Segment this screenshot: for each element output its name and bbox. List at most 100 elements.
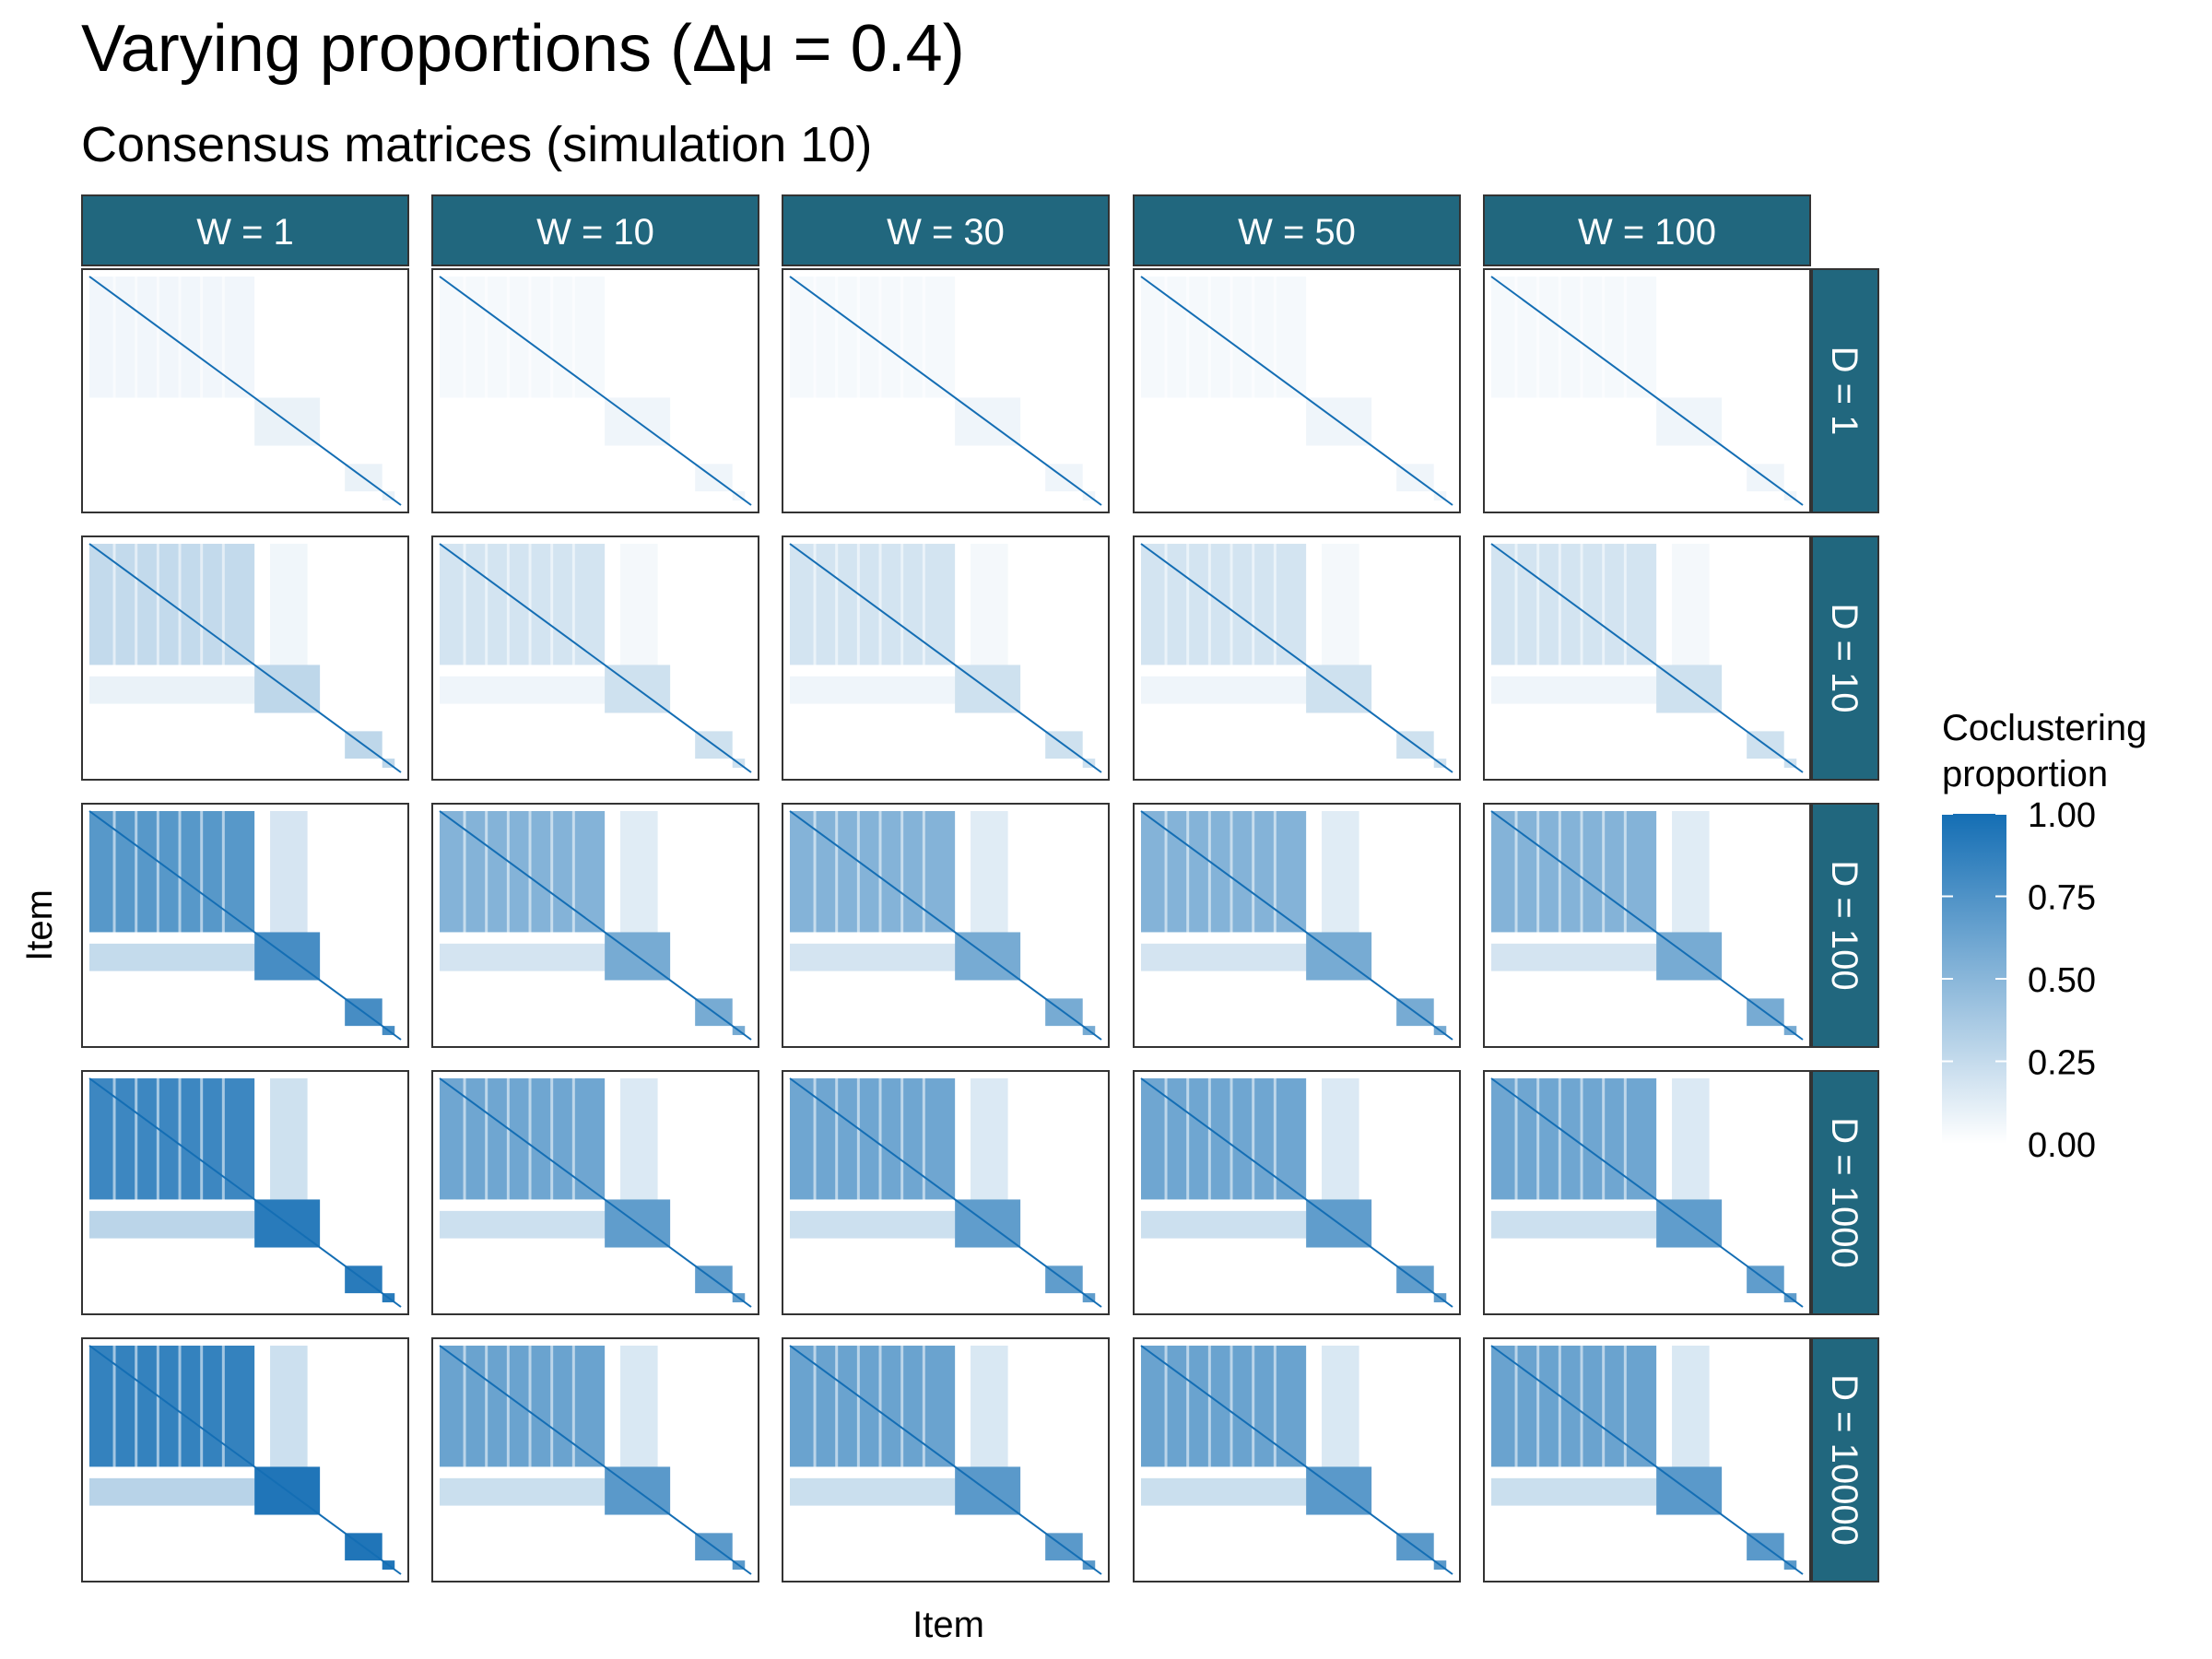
legend-tick-label: 0.50 <box>2028 961 2096 1000</box>
legend-title: Coclustering <box>1942 708 2147 748</box>
diagonal-line <box>789 810 1102 1041</box>
heatmap-panel <box>81 803 409 1048</box>
off-diagonal-block <box>790 943 956 971</box>
heatmap-panel <box>782 535 1110 781</box>
off-diagonal-block <box>440 1210 606 1239</box>
panel-border <box>81 1337 409 1583</box>
panel-border <box>1133 268 1461 513</box>
diagonal-line <box>1140 276 1453 506</box>
diagonal-line <box>1490 1345 1804 1575</box>
off-diagonal-block <box>1141 676 1307 704</box>
heatmap-panel <box>1133 535 1461 781</box>
panel-border <box>782 1337 1110 1583</box>
off-diagonal-block <box>440 943 606 971</box>
off-diagonal-block <box>1672 1346 1710 1467</box>
chart-subtitle: Consensus matrices (simulation 10) <box>81 117 873 172</box>
heatmap-panel <box>782 803 1110 1048</box>
off-diagonal-block <box>1672 811 1710 933</box>
off-diagonal-block <box>1491 676 1657 704</box>
diagonal-line <box>789 1345 1102 1575</box>
legend-tick-label: 0.00 <box>2028 1126 2096 1165</box>
diagonal-line <box>439 543 752 773</box>
row-strip <box>1811 1337 1879 1583</box>
panel-border <box>1483 1337 1811 1583</box>
heatmap-panel <box>782 1337 1110 1583</box>
panel-border <box>1133 535 1461 781</box>
column-strip <box>1133 194 1461 266</box>
diagonal-line <box>789 543 1102 773</box>
column-strip <box>782 194 1110 266</box>
heatmap-panel <box>1133 1070 1461 1315</box>
heatmap-panel <box>782 1070 1110 1315</box>
off-diagonal-block <box>1322 1078 1359 1200</box>
off-diagonal-block <box>971 1346 1008 1467</box>
heatmap-panel <box>431 1337 759 1583</box>
legend-tick-label: 0.25 <box>2028 1044 2096 1083</box>
diagonal-line <box>88 1345 402 1575</box>
column-strip <box>81 194 409 266</box>
off-diagonal-block <box>1322 811 1359 933</box>
row-strip <box>1811 1070 1879 1315</box>
panel-border <box>81 535 409 781</box>
off-diagonal-block <box>89 943 255 971</box>
legend-tick-label: 1.00 <box>2028 796 2096 835</box>
off-diagonal-block <box>620 1346 658 1467</box>
off-diagonal-block <box>971 544 1008 665</box>
heatmap-panel <box>1483 803 1811 1048</box>
off-diagonal-block <box>270 811 308 933</box>
chart-title: Varying proportions (Δμ = 0.4) <box>81 12 965 86</box>
panel-border <box>431 535 759 781</box>
diagonal-line <box>439 276 752 506</box>
heatmap-panel <box>1483 535 1811 781</box>
column-strip <box>431 194 759 266</box>
heatmap-panel <box>1133 1337 1461 1583</box>
panel-border <box>81 1070 409 1315</box>
panel-border <box>782 1070 1110 1315</box>
off-diagonal-block <box>790 1210 956 1239</box>
panel-border <box>1133 1070 1461 1315</box>
diagonal-line <box>88 543 402 773</box>
row-strip <box>1811 535 1879 781</box>
heatmap-panel <box>1133 268 1461 513</box>
heatmap-panel <box>1133 803 1461 1048</box>
diagonal-line <box>1140 543 1453 773</box>
off-diagonal-block <box>1322 1346 1359 1467</box>
diagonal-line <box>88 276 402 506</box>
heatmap-panel <box>782 268 1110 513</box>
diagonal-line <box>789 1077 1102 1308</box>
diagonal-line <box>88 810 402 1041</box>
legend-tick-label: 0.75 <box>2028 879 2096 918</box>
off-diagonal-block <box>971 811 1008 933</box>
heatmap-panel <box>431 1070 759 1315</box>
panel-border <box>81 803 409 1048</box>
heatmap-panel <box>1483 1070 1811 1315</box>
diagonal-line <box>439 810 752 1041</box>
panel-border <box>782 535 1110 781</box>
off-diagonal-block <box>89 1477 255 1506</box>
off-diagonal-block <box>1491 1210 1657 1239</box>
off-diagonal-block <box>1491 1477 1657 1506</box>
column-strip-label: W = 1 <box>196 212 294 253</box>
off-diagonal-block <box>620 544 658 665</box>
off-diagonal-block <box>1322 544 1359 665</box>
heatmap-panel <box>431 803 759 1048</box>
diagonal-line <box>1490 276 1804 506</box>
diagonal-line <box>439 1345 752 1575</box>
panel-border <box>1483 535 1811 781</box>
off-diagonal-block <box>270 544 308 665</box>
panel-border <box>1483 268 1811 513</box>
off-diagonal-block <box>971 1078 1008 1200</box>
off-diagonal-block <box>620 811 658 933</box>
column-strip-label: W = 30 <box>887 212 1005 253</box>
off-diagonal-block <box>440 1477 606 1506</box>
heatmap-panel <box>1483 1337 1811 1583</box>
off-diagonal-block <box>620 1078 658 1200</box>
panel-border <box>1483 1070 1811 1315</box>
row-strip-label: D = 1 <box>1824 347 1865 436</box>
panel-border <box>431 1070 759 1315</box>
row-strip <box>1811 268 1879 513</box>
panel-border <box>1133 803 1461 1048</box>
column-strips: W = 1 W = 10 W = 30 W = 50 W = 100 <box>81 194 1811 266</box>
diagonal-line <box>789 276 1102 506</box>
